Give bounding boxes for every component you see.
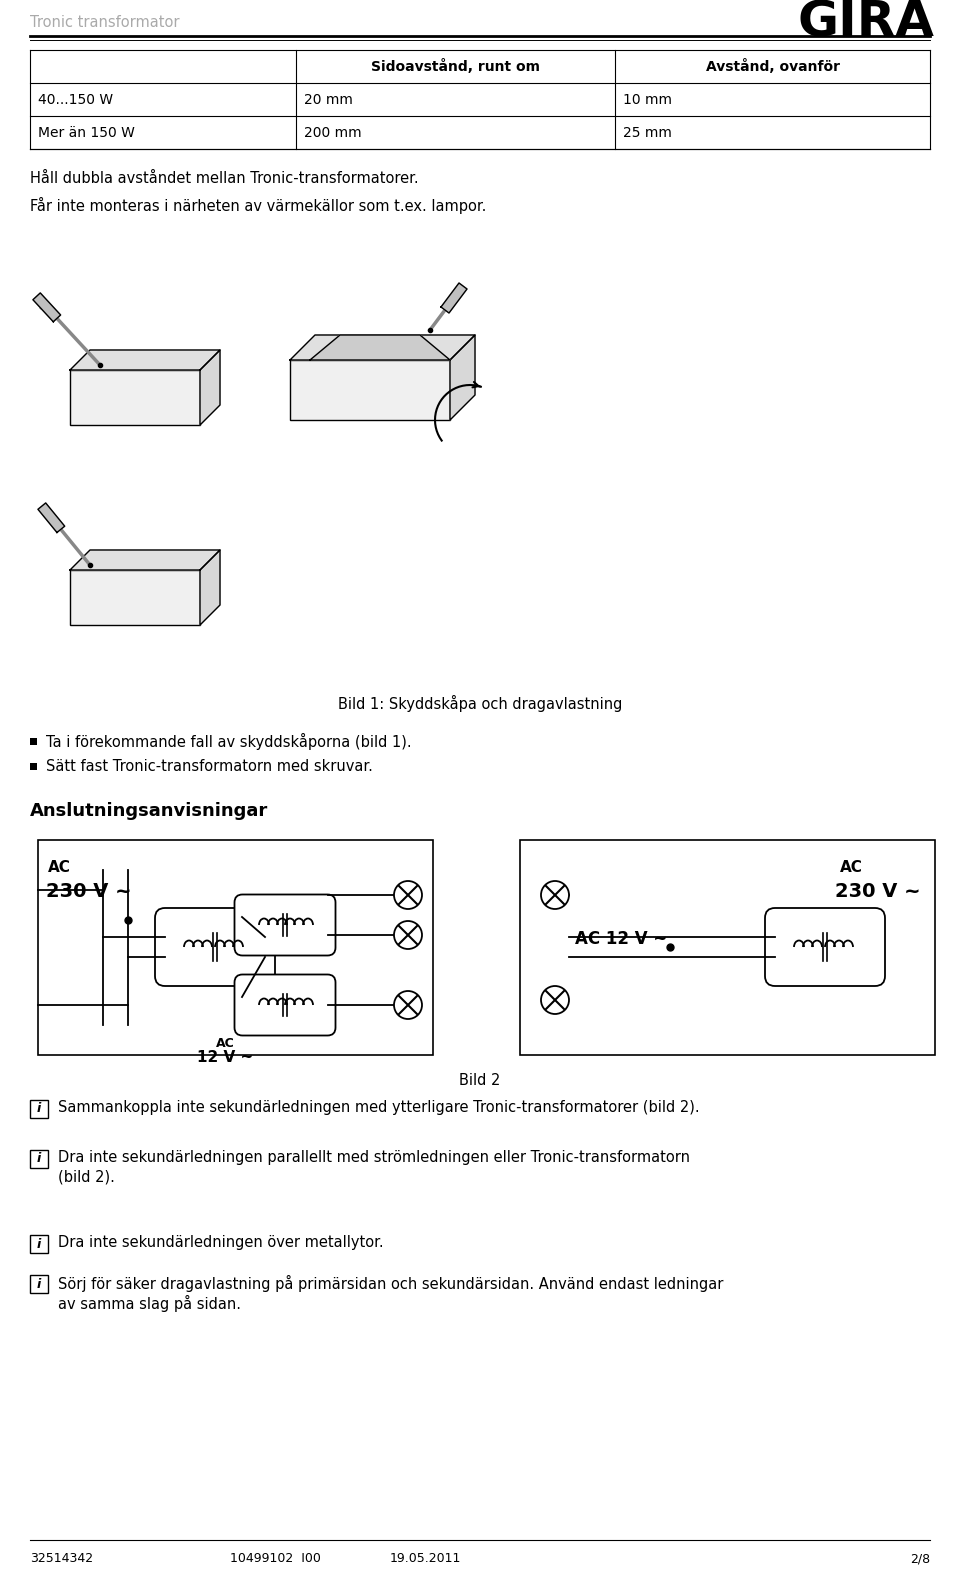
Bar [30,1150,48,1168]
Text: Tronic transformator: Tronic transformator [30,14,180,30]
FancyBboxPatch shape [234,895,335,956]
Polygon shape [441,282,467,312]
Text: 10 mm: 10 mm [623,93,672,106]
Circle shape [541,881,569,909]
Bar [290,360,450,420]
Text: Avstånd, ovanför: Avstånd, ovanför [706,58,839,74]
Bar [70,570,200,625]
Text: Mer än 150 W: Mer än 150 W [38,126,134,139]
Text: 12 V ~: 12 V ~ [197,1049,253,1065]
Bar [70,369,200,424]
Bar [30,739,37,745]
Polygon shape [450,335,475,420]
Text: Anslutningsanvisningar: Anslutningsanvisningar [30,802,268,821]
FancyBboxPatch shape [234,975,335,1035]
Text: i: i [36,1278,41,1291]
Text: i: i [36,1103,41,1116]
Bar [30,1100,48,1117]
Text: 2/8: 2/8 [910,1553,930,1565]
Polygon shape [70,551,220,570]
Text: 19.05.2011: 19.05.2011 [390,1553,462,1565]
Polygon shape [38,503,64,532]
Circle shape [541,986,569,1015]
Text: Bild 1: Skyddskåpa och dragavlastning: Bild 1: Skyddskåpa och dragavlastning [338,694,622,712]
Text: Sörj för säker dragavlastning på primärsidan och sekundärsidan. Använd endast le: Sörj för säker dragavlastning på primärs… [58,1275,724,1292]
Text: 230 V ~: 230 V ~ [835,882,921,901]
Bar [30,764,37,770]
Bar [30,1275,48,1292]
Polygon shape [33,294,60,322]
Text: GIRA: GIRA [798,0,935,46]
Polygon shape [200,551,220,625]
Text: 10499102  I00: 10499102 I00 [230,1553,321,1565]
FancyBboxPatch shape [765,907,885,986]
Text: Ta i förekommande fall av skyddskåporna (bild 1).: Ta i förekommande fall av skyddskåporna … [46,734,412,750]
Text: Bild 2: Bild 2 [459,1073,501,1087]
FancyBboxPatch shape [155,907,275,986]
Text: 40...150 W: 40...150 W [38,93,113,106]
Bar [30,1236,48,1253]
Text: (bild 2).: (bild 2). [58,1169,115,1185]
Text: Sidoavstånd, runt om: Sidoavstånd, runt om [371,58,540,74]
Text: 32514342: 32514342 [30,1553,93,1565]
Text: Sammankoppla inte sekundärledningen med ytterligare Tronic-transformatorer (bild: Sammankoppla inte sekundärledningen med … [58,1100,700,1116]
Text: Dra inte sekundärledningen över metallytor.: Dra inte sekundärledningen över metallyt… [58,1236,384,1250]
Text: AC: AC [840,860,863,874]
Text: AC: AC [48,860,71,874]
Polygon shape [70,350,220,369]
Text: i: i [36,1152,41,1166]
Text: 200 mm: 200 mm [303,126,361,139]
Text: 20 mm: 20 mm [303,93,352,106]
Text: 230 V ~: 230 V ~ [46,882,132,901]
Text: AC 12 V ~: AC 12 V ~ [575,929,667,948]
Text: 25 mm: 25 mm [623,126,672,139]
Circle shape [394,991,422,1019]
Text: Dra inte sekundärledningen parallellt med strömledningen eller Tronic-transforma: Dra inte sekundärledningen parallellt me… [58,1150,690,1165]
Text: Får inte monteras i närheten av värmekällor som t.ex. lampor.: Får inte monteras i närheten av värmekäl… [30,197,487,215]
Circle shape [394,881,422,909]
Circle shape [394,922,422,948]
Text: i: i [36,1237,41,1250]
Polygon shape [290,335,475,360]
Polygon shape [200,350,220,424]
Polygon shape [310,335,450,360]
Bar [38,839,433,1056]
Text: AC: AC [216,1037,234,1049]
Text: Håll dubbla avståndet mellan Tronic-transformatorer.: Håll dubbla avståndet mellan Tronic-tran… [30,170,419,186]
Bar [520,839,935,1056]
Text: Sätt fast Tronic-transformatorn med skruvar.: Sätt fast Tronic-transformatorn med skru… [46,759,372,773]
Text: av samma slag på sidan.: av samma slag på sidan. [58,1296,241,1311]
